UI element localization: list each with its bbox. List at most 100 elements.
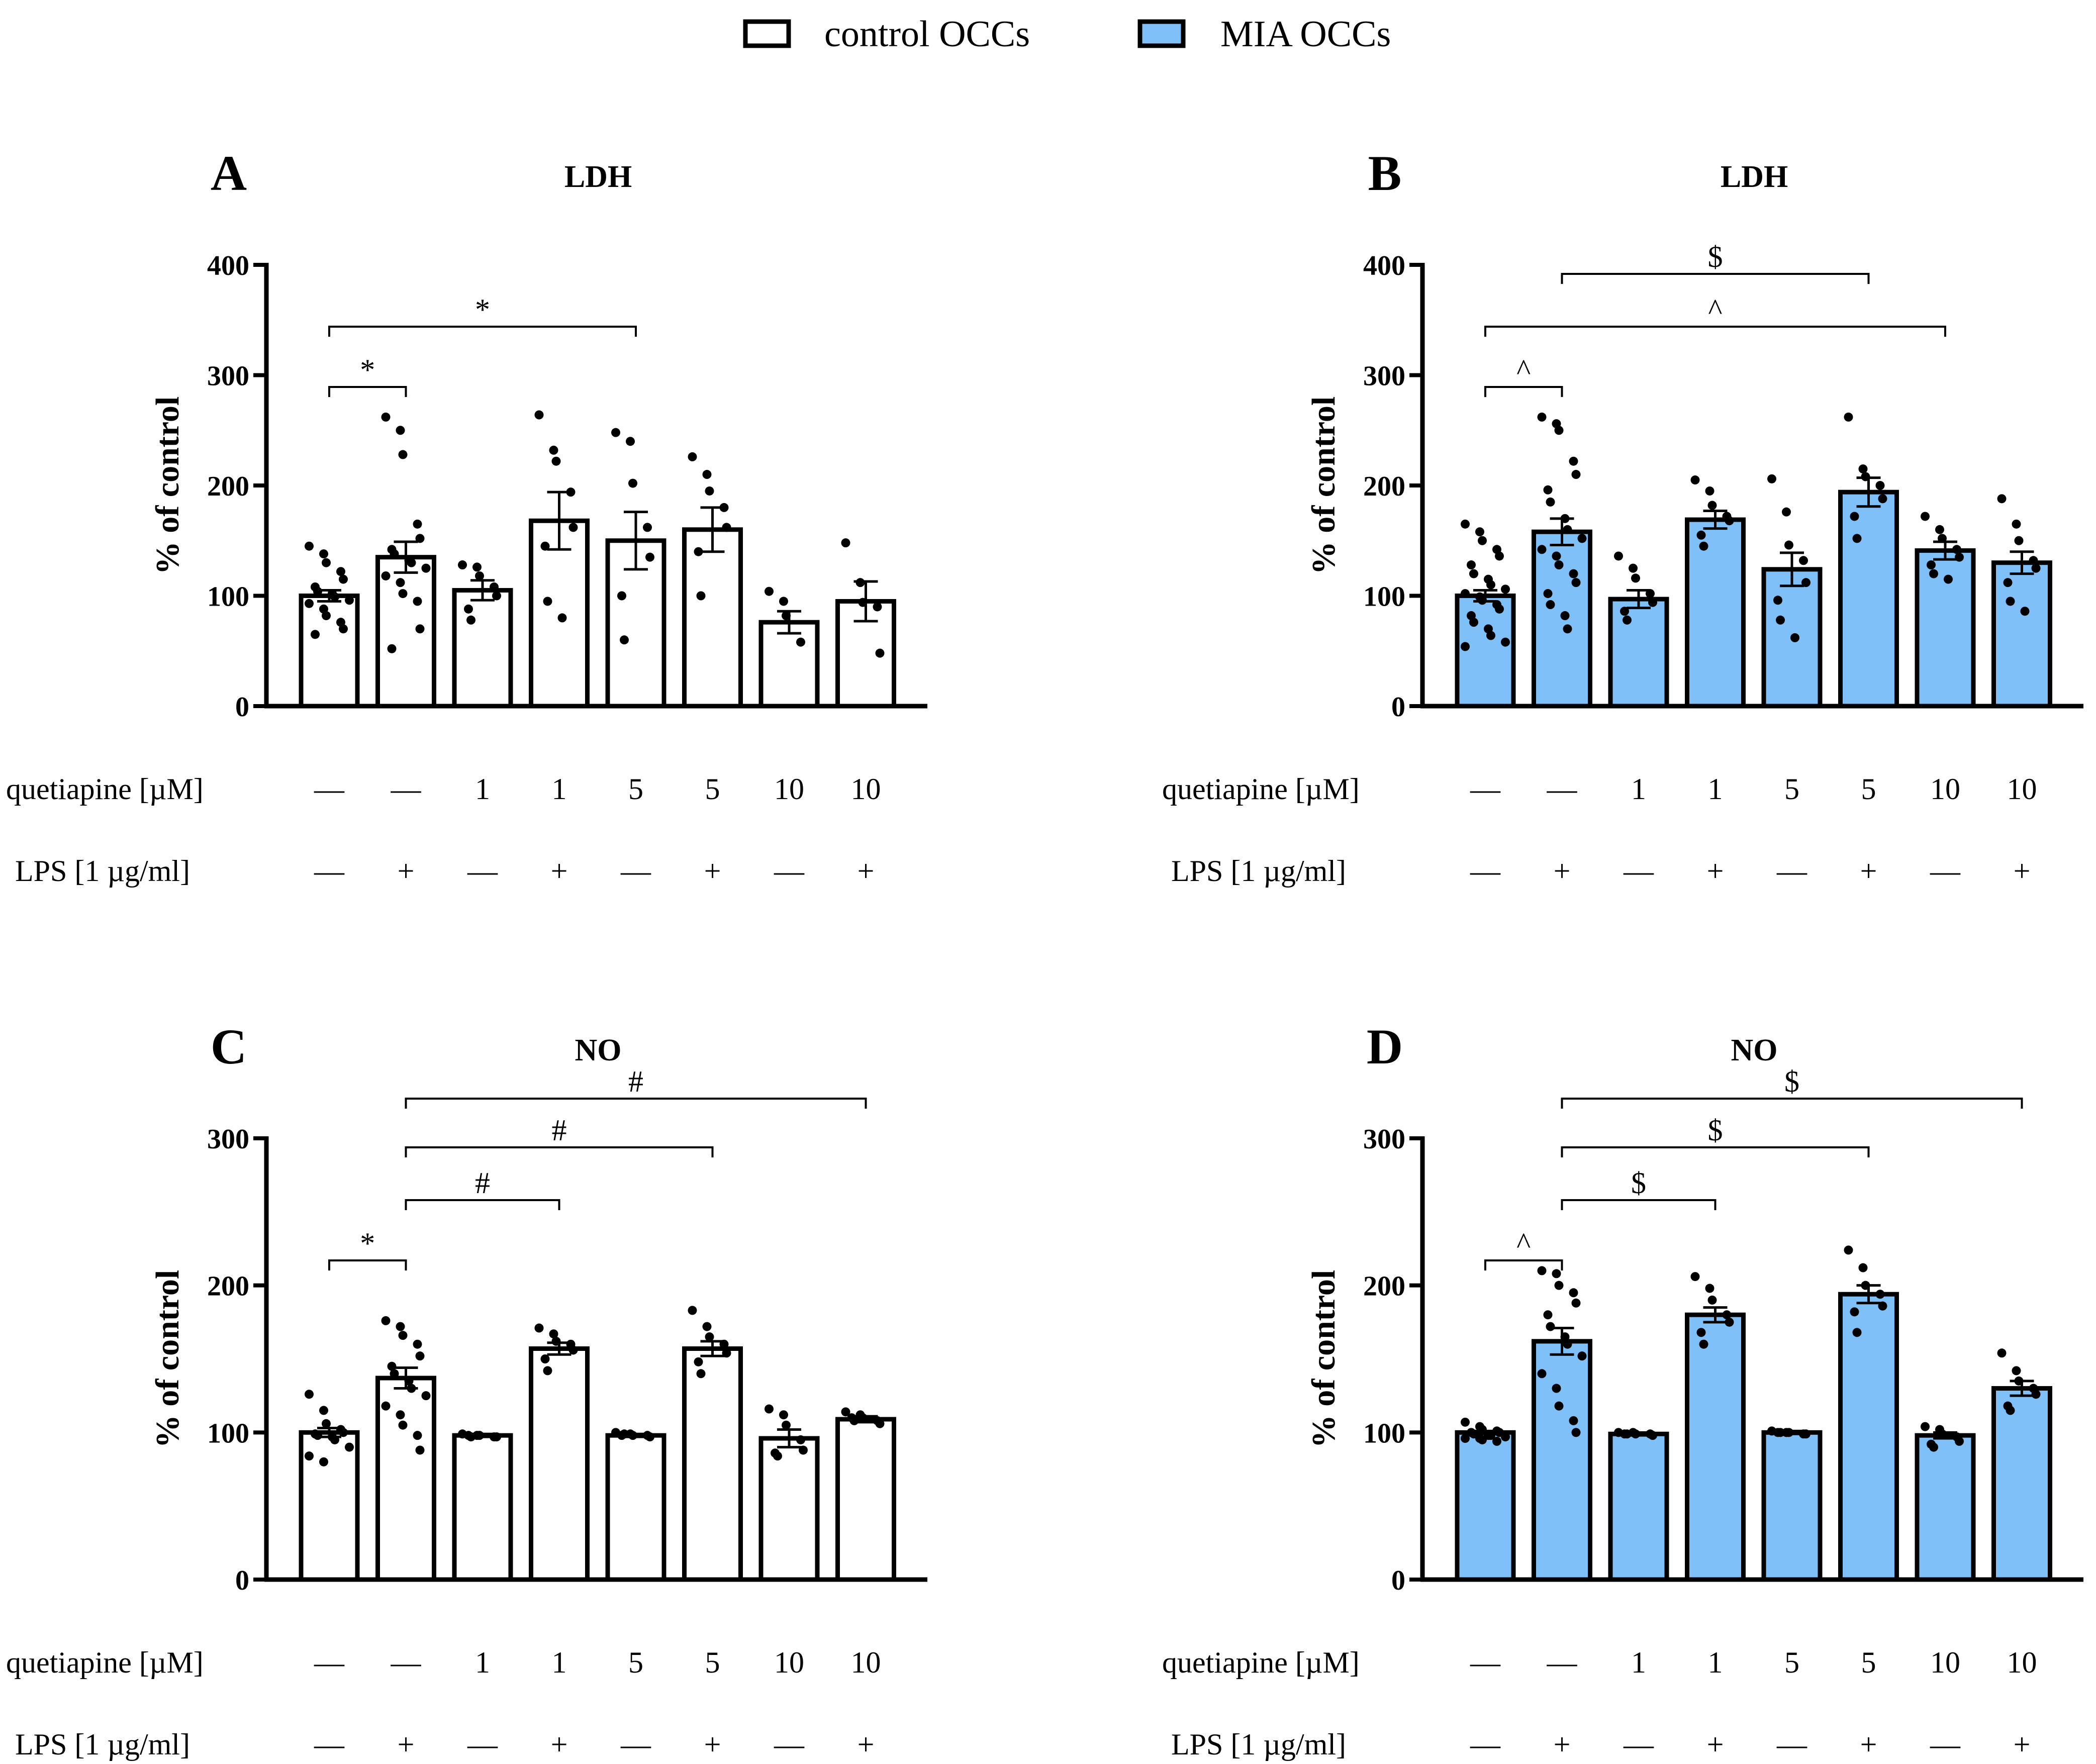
y-tick-label: 0 bbox=[235, 1565, 249, 1596]
quetiapine-value: 5 bbox=[705, 772, 720, 806]
data-point bbox=[849, 1416, 859, 1425]
data-point bbox=[1461, 642, 1470, 651]
data-point bbox=[1560, 611, 1570, 621]
data-point bbox=[1492, 1436, 1501, 1446]
data-point bbox=[466, 1432, 475, 1442]
data-point bbox=[2006, 1406, 2015, 1415]
data-point bbox=[1569, 456, 1578, 466]
data-point bbox=[1648, 1431, 1657, 1440]
data-point bbox=[1569, 1416, 1578, 1425]
bar bbox=[1685, 1312, 1746, 1582]
data-point bbox=[330, 592, 339, 602]
quetiapine-value: 10 bbox=[851, 772, 881, 806]
lps-value: + bbox=[1707, 1728, 1724, 1761]
data-point bbox=[305, 541, 314, 551]
data-point bbox=[543, 1366, 552, 1376]
significance-marker: # bbox=[628, 1065, 643, 1098]
row-label-quetiapine: quetiapine [µM] bbox=[1162, 772, 1360, 806]
quetiapine-value: 5 bbox=[628, 772, 643, 806]
data-point bbox=[688, 1306, 697, 1315]
data-point bbox=[779, 1410, 788, 1420]
y-tick-label: 300 bbox=[1363, 1124, 1405, 1155]
bar bbox=[1915, 1433, 1976, 1582]
data-point bbox=[1878, 494, 1887, 504]
data-point bbox=[330, 1435, 339, 1444]
data-point bbox=[1563, 1339, 1572, 1349]
data-point bbox=[396, 1410, 405, 1420]
lps-value: — bbox=[1776, 1728, 1807, 1761]
data-point bbox=[2031, 563, 2041, 573]
data-point bbox=[611, 428, 620, 437]
data-point bbox=[620, 635, 629, 645]
lps-value: + bbox=[398, 854, 415, 888]
data-point bbox=[1543, 589, 1553, 599]
row-label-quetiapine: quetiapine [µM] bbox=[6, 772, 204, 806]
quetiapine-value: 10 bbox=[1930, 1646, 1960, 1679]
data-point bbox=[1629, 563, 1638, 573]
data-point bbox=[2031, 1390, 2041, 1399]
data-point bbox=[1844, 412, 1853, 422]
lps-value: + bbox=[858, 1728, 875, 1761]
data-point bbox=[543, 597, 552, 606]
data-point bbox=[540, 541, 550, 551]
panel-a: A LDH % of control 0 100 200 300 400 * * quetiapin… bbox=[6, 145, 927, 888]
data-point bbox=[396, 426, 405, 435]
y-tick-label: 300 bbox=[1363, 361, 1405, 392]
quetiapine-value: 10 bbox=[774, 1646, 804, 1679]
data-point bbox=[688, 452, 697, 461]
significance-bracket bbox=[1561, 1199, 1717, 1210]
data-point bbox=[568, 523, 578, 532]
significance-marker: * bbox=[475, 293, 490, 326]
data-point bbox=[1623, 1429, 1632, 1439]
quetiapine-value: 10 bbox=[774, 772, 804, 806]
y-axis-label: % of control bbox=[149, 1270, 186, 1448]
y-axis-label: % of control bbox=[149, 397, 186, 574]
quetiapine-value: 5 bbox=[1861, 1646, 1876, 1679]
quetiapine-value: — bbox=[1470, 772, 1501, 806]
panel-letter: A bbox=[211, 145, 247, 201]
data-point bbox=[1552, 1384, 1561, 1393]
significance-bracket bbox=[1561, 1098, 2023, 1109]
data-point bbox=[617, 591, 626, 601]
quetiapine-value: — bbox=[314, 772, 345, 806]
data-point bbox=[643, 523, 652, 532]
data-point bbox=[319, 1406, 328, 1415]
bar bbox=[1991, 1386, 2052, 1582]
data-point bbox=[345, 1442, 354, 1452]
data-point bbox=[1495, 604, 1504, 614]
lps-value: + bbox=[1554, 1728, 1571, 1761]
data-point bbox=[1478, 1435, 1487, 1444]
data-point bbox=[1461, 519, 1470, 529]
significance-marker: # bbox=[475, 1166, 490, 1200]
data-point bbox=[1921, 1422, 1930, 1431]
data-point bbox=[1784, 1428, 1793, 1437]
data-point bbox=[796, 637, 805, 647]
data-point bbox=[551, 1336, 561, 1346]
lps-value: — bbox=[620, 1728, 651, 1761]
data-point bbox=[1997, 1348, 2007, 1358]
data-point bbox=[1478, 536, 1487, 545]
data-point bbox=[1461, 1434, 1470, 1443]
data-point bbox=[1560, 514, 1570, 523]
data-point bbox=[1875, 1290, 1885, 1299]
bar bbox=[452, 588, 513, 709]
data-point bbox=[765, 1404, 774, 1414]
y-tick-label: 0 bbox=[235, 692, 249, 723]
data-point bbox=[1577, 1351, 1587, 1361]
data-point bbox=[855, 578, 865, 587]
data-point bbox=[1554, 560, 1564, 570]
data-point bbox=[1929, 569, 1938, 578]
significance-marker: * bbox=[360, 353, 375, 386]
bar bbox=[1838, 1292, 1899, 1582]
bar bbox=[682, 1346, 743, 1582]
data-point bbox=[1577, 534, 1587, 543]
lps-value: — bbox=[774, 854, 805, 888]
data-point bbox=[1546, 600, 1555, 610]
y-tick-label: 100 bbox=[207, 1418, 249, 1449]
data-point bbox=[1776, 1428, 1785, 1437]
significance-marker: $ bbox=[1708, 1114, 1723, 1147]
legend: control OCCs MIA OCCs bbox=[743, 14, 1391, 55]
quetiapine-value: — bbox=[391, 1646, 422, 1679]
data-point bbox=[1725, 1317, 1734, 1327]
data-point bbox=[1955, 552, 1964, 562]
